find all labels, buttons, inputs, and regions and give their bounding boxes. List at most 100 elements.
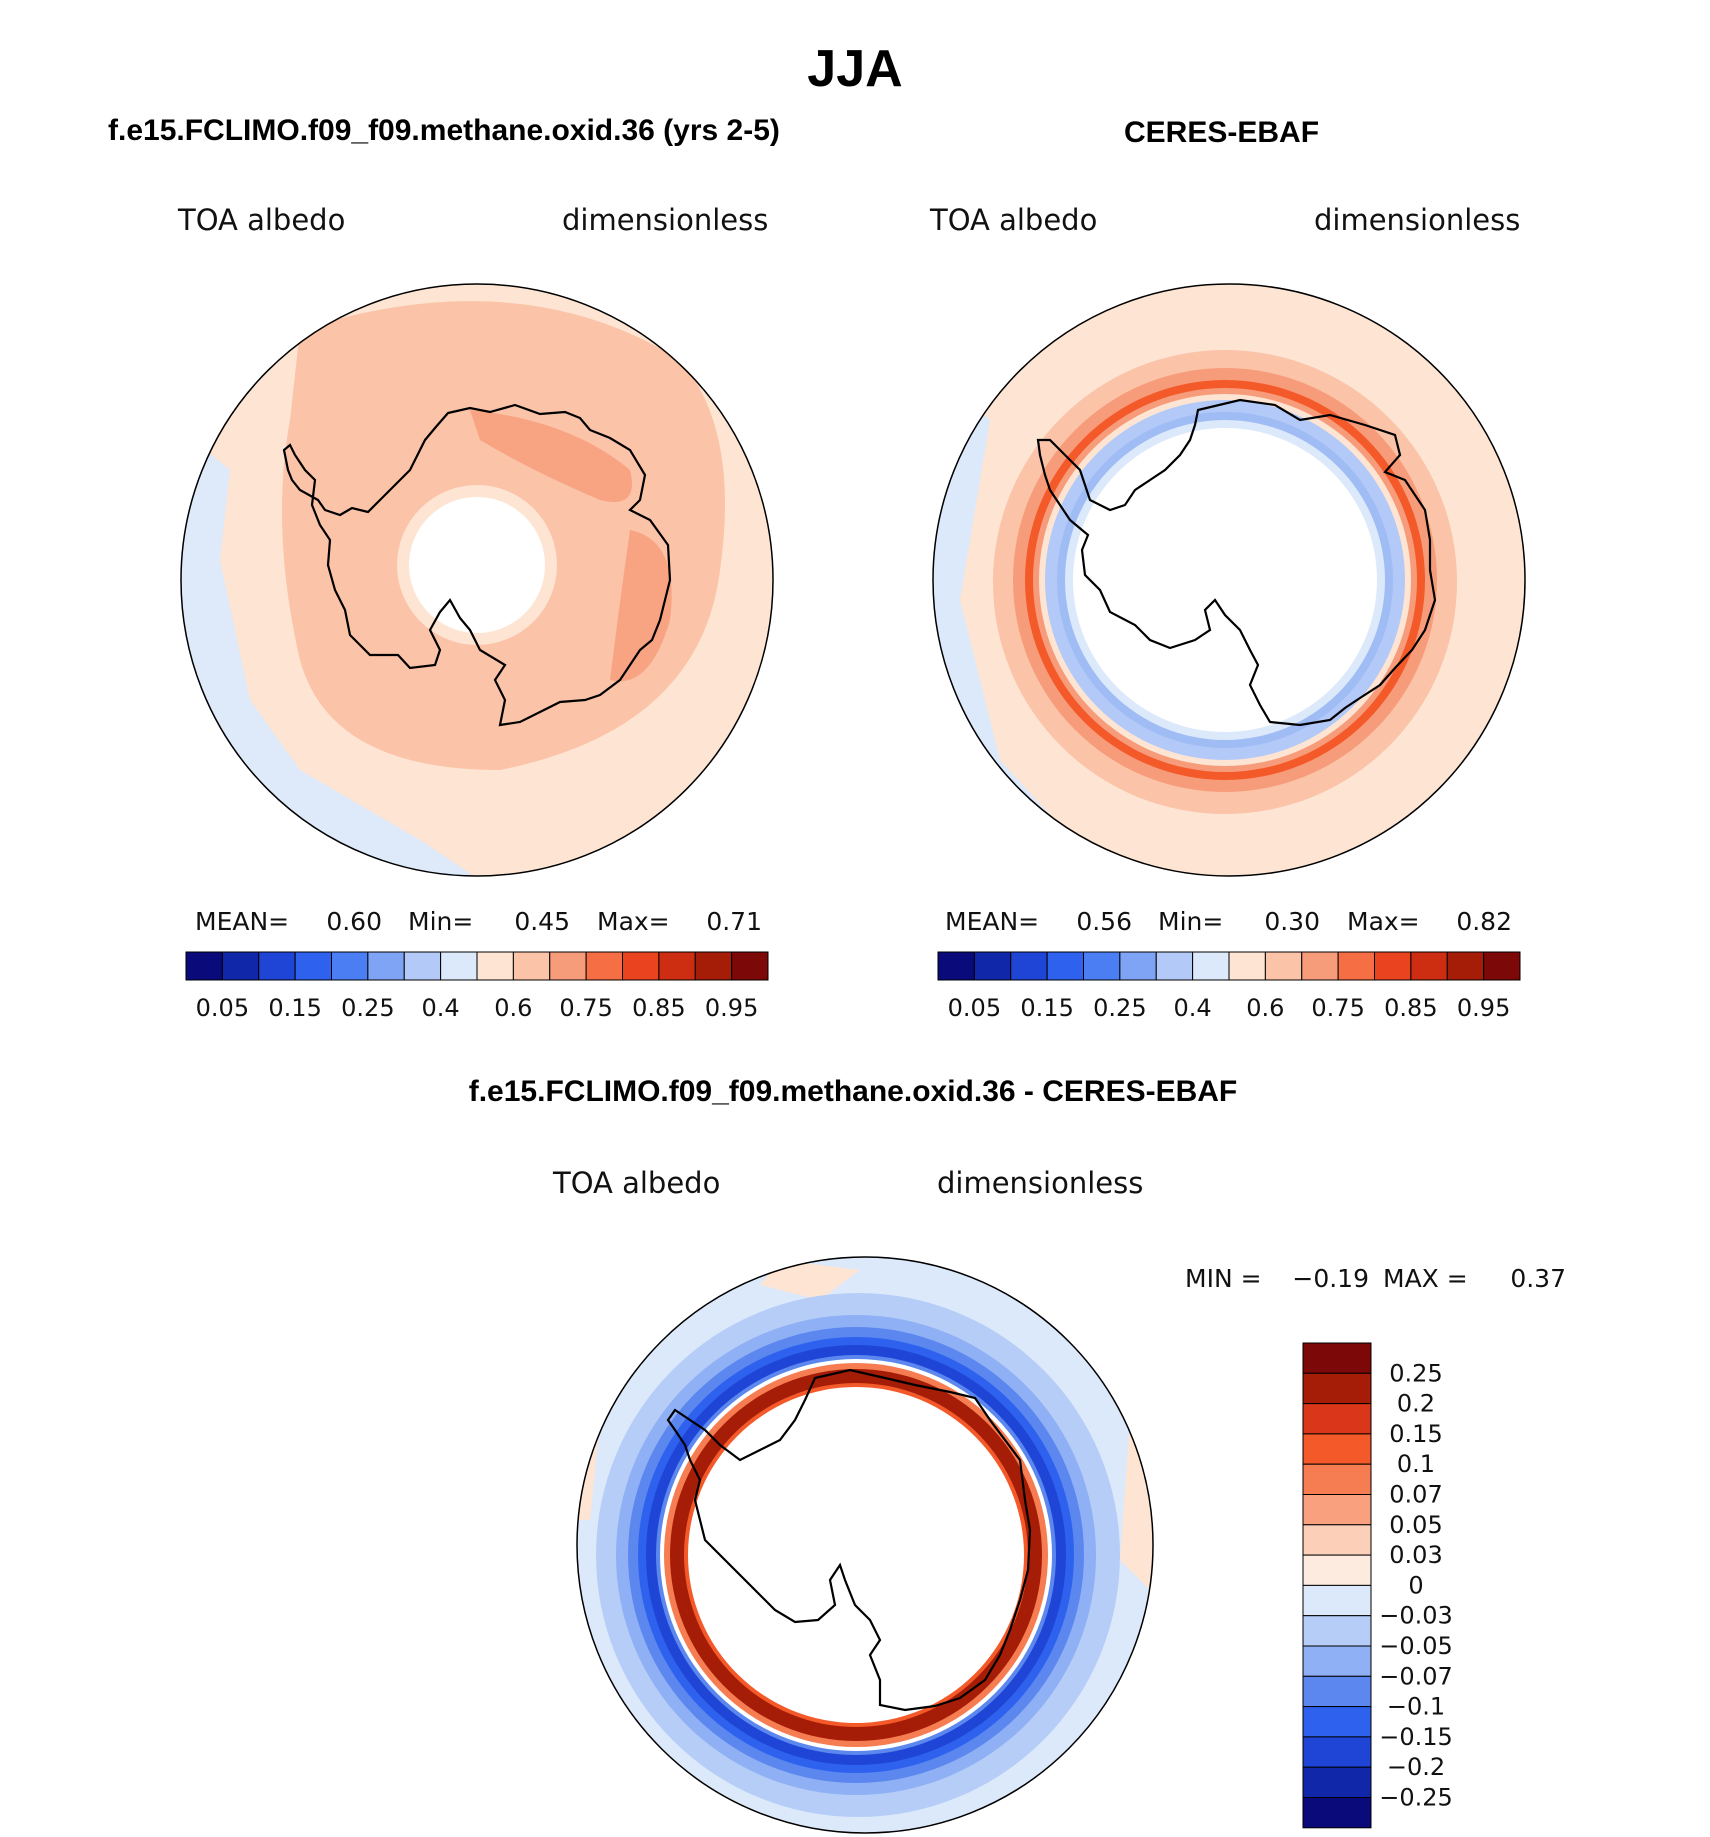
panel1-colorbar-tick-label: 0.15 <box>268 994 321 1022</box>
panel1-map <box>180 283 774 877</box>
panel1-colorbar <box>185 951 769 981</box>
diff-min-value: −0.19 <box>1292 1264 1369 1293</box>
panel1-missing-data <box>409 497 545 633</box>
panel1-low-albedo-region <box>181 420 480 876</box>
panel1-colorbar-tick-label: 0.05 <box>196 994 249 1022</box>
diff-colorbar-tick-label: 0.1 <box>1397 1450 1435 1478</box>
panel2-colorbar-swatch <box>1410 951 1448 981</box>
panel1-colorbar-tick-label: 0.85 <box>632 994 685 1022</box>
panel2-max-label: Max= <box>1347 907 1420 936</box>
diff-colorbar-swatch <box>1302 1463 1372 1495</box>
diff-colorbar-tick-label: 0.2 <box>1397 1390 1435 1418</box>
panel1-colorbar-swatch <box>185 951 223 981</box>
panel1-colorbar-swatch <box>221 951 260 981</box>
diff-map-border <box>576 1256 1154 1834</box>
diff-colorbar-tick-label: −0.07 <box>1379 1662 1453 1690</box>
diff-colorbar-swatch <box>1302 1554 1372 1586</box>
panel2-colorbar-tick-label: 0.95 <box>1457 994 1510 1022</box>
diff-colorbar-tick-label: −0.03 <box>1379 1602 1453 1630</box>
panel1-colorbar-swatch <box>403 951 442 981</box>
panel1-colorbar-swatch <box>658 951 696 981</box>
diff-colorbar-tick-label: −0.2 <box>1387 1753 1445 1781</box>
panel1-variable-label: TOA albedo <box>177 203 345 237</box>
panel2-colorbar-tick-label: 0.75 <box>1311 994 1364 1022</box>
diff-colorbar-swatch <box>1302 1372 1372 1405</box>
panel1-map-border <box>180 283 774 877</box>
diff-colorbar-tick-label: 0.05 <box>1389 1511 1442 1539</box>
panel2-units-label: dimensionless <box>1314 203 1520 237</box>
panel2-colorbar-swatch <box>1483 951 1521 981</box>
panel1-colorbar-swatch <box>331 951 369 981</box>
panel1-colorbar-swatch <box>549 951 587 981</box>
diff-positive-region-3 <box>760 1260 860 1300</box>
diff-max-label: MAX = <box>1383 1264 1468 1293</box>
diff-colorbar-tick-label: −0.15 <box>1379 1723 1453 1751</box>
panel1-colorbar-swatch <box>622 951 660 981</box>
diff-colorbar-swatch <box>1302 1706 1372 1738</box>
panel2-colorbar-swatch <box>1010 951 1048 981</box>
diff-colorbar-tick-label: −0.05 <box>1379 1632 1453 1660</box>
panel2-colorbar-swatch <box>973 951 1012 981</box>
panel1-colorbar-swatch <box>367 951 405 981</box>
diff-colorbar-swatch <box>1302 1766 1372 1798</box>
panel2-max-value: 0.82 <box>1456 907 1512 936</box>
diff-map <box>576 1256 1154 1834</box>
panel2-colorbar-tick-label: 0.05 <box>948 994 1001 1022</box>
diff-colorbar-swatch <box>1302 1584 1372 1617</box>
panel2-map-border <box>932 283 1526 877</box>
panel1-min-value: 0.45 <box>514 907 570 936</box>
diff-colorbar-tick-label: −0.25 <box>1379 1784 1453 1812</box>
diff-colorbar-tick-label: 0.03 <box>1389 1541 1442 1569</box>
panel1-colorbar-tick-label: 0.75 <box>559 994 612 1022</box>
panel1-colorbar-swatch <box>476 951 514 981</box>
panel2-colorbar-tick-label: 0.4 <box>1174 994 1212 1022</box>
panel1-colorbar-swatch <box>731 951 769 981</box>
diff-variable-label: TOA albedo <box>552 1166 720 1200</box>
diff-colorbar-swatch <box>1302 1675 1372 1708</box>
panel2-colorbar-tick-label: 0.6 <box>1246 994 1284 1022</box>
panel1-colorbar-swatch <box>440 951 478 981</box>
panel1-high-albedo-patch-2 <box>610 530 672 682</box>
panel2-colorbar-swatch <box>1446 951 1485 981</box>
panel2-colorbar-tick-label: 0.25 <box>1093 994 1146 1022</box>
diff-colorbar-labels: 0.250.20.150.10.070.050.030−0.03−0.05−0.… <box>1379 1359 1453 1811</box>
panel1-units-label: dimensionless <box>562 203 768 237</box>
panel2-min-value: 0.30 <box>1264 907 1320 936</box>
panel2-colorbar-swatch <box>1192 951 1230 981</box>
panel2-colorbar-swatch <box>1046 951 1084 981</box>
diff-colorbar-swatch <box>1302 1736 1372 1768</box>
panel1-colorbar-swatch <box>294 951 332 981</box>
panel1-colorbar-tick-label: 0.4 <box>422 994 460 1022</box>
panel1-colorbar-swatch <box>585 951 623 981</box>
diff-missing-data <box>688 1387 1024 1723</box>
panel2-colorbar-swatch <box>1119 951 1157 981</box>
diff-colorbar-swatch <box>1302 1494 1372 1526</box>
diff-colorbar-tick-label: 0.07 <box>1389 1481 1442 1509</box>
panel1-min-label: Min= <box>408 907 473 936</box>
diff-colorbar-swatch <box>1302 1403 1372 1435</box>
diff-colorbar-swatch <box>1302 1342 1372 1374</box>
panel2-colorbar-swatch <box>1155 951 1194 981</box>
diff-colorbar-tick-label: 0 <box>1408 1571 1423 1599</box>
panel2-colorbar-swatch <box>1083 951 1121 981</box>
diff-colorbar-swatch <box>1302 1524 1372 1556</box>
diff-min-label: MIN = <box>1185 1264 1262 1293</box>
diff-colorbar-swatch <box>1302 1433 1372 1465</box>
panel2-mean-value: 0.56 <box>1076 907 1132 936</box>
panel2-colorbar-tick-label: 0.85 <box>1384 994 1437 1022</box>
panel1-max-value: 0.71 <box>706 907 762 936</box>
diff-colorbar-swatch <box>1302 1797 1372 1829</box>
diff-panel-title: f.e15.FCLIMO.f09_f09.methane.oxid.36 - C… <box>469 1075 1238 1108</box>
panel1-colorbar-swatch <box>694 951 733 981</box>
panel2-colorbar-swatch <box>1337 951 1375 981</box>
panel1-colorbar-swatch <box>512 951 551 981</box>
panel2-colorbar <box>937 951 1521 981</box>
diff-colorbar-tick-label: −0.1 <box>1387 1693 1445 1721</box>
panel2-missing-data <box>1073 428 1377 732</box>
panel2-title: CERES-EBAF <box>1124 116 1319 149</box>
panel1-colorbar-labels: 0.05 0.15 0.25 0.4 0.6 0.75 0.85 0.95 <box>196 994 759 1022</box>
diff-units-label: dimensionless <box>937 1166 1143 1200</box>
panel1-max-label: Max= <box>597 907 670 936</box>
diff-max-value: 0.37 <box>1510 1264 1566 1293</box>
